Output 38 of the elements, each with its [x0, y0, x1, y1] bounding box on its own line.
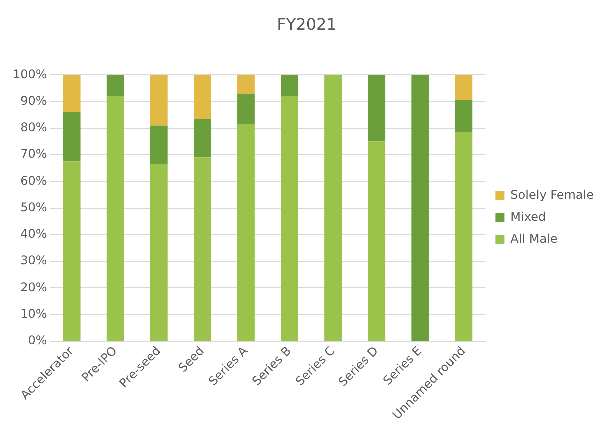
bar — [194, 158, 212, 341]
bar — [238, 94, 255, 124]
bar — [150, 126, 168, 164]
bar — [281, 75, 298, 96]
bar — [238, 75, 255, 94]
y-tick-label: 60% — [20, 174, 48, 188]
y-tick-label: 30% — [20, 254, 48, 268]
y-tick-label: 80% — [20, 120, 48, 135]
bar — [106, 96, 124, 341]
bar — [150, 164, 168, 341]
chart-title: FY2021 — [277, 14, 337, 34]
legend-label: Solely Female — [510, 188, 594, 202]
bar — [324, 75, 342, 341]
y-tick-label: 40% — [20, 227, 48, 242]
bar — [150, 75, 168, 126]
y-tick-label: 70% — [20, 147, 48, 162]
bar — [455, 100, 473, 132]
legend-label: All Male — [510, 232, 558, 246]
bar — [194, 75, 212, 120]
y-tick-label: 20% — [20, 280, 48, 294]
bar — [238, 124, 255, 341]
bar — [281, 96, 298, 341]
bar — [368, 142, 386, 341]
y-tick-label: 0% — [28, 334, 48, 348]
bar — [412, 75, 430, 341]
bar — [63, 162, 81, 341]
y-tick-label: 50% — [20, 200, 48, 214]
bar — [455, 132, 473, 341]
bar — [63, 75, 81, 112]
bar — [106, 75, 124, 96]
y-tick-label: 90% — [20, 94, 48, 108]
bar — [368, 75, 386, 142]
bar — [63, 112, 81, 162]
y-tick-label: 100% — [12, 67, 48, 82]
bar — [194, 119, 212, 158]
legend-label: Mixed — [510, 210, 546, 224]
bar — [455, 75, 473, 100]
y-tick-label: 10% — [20, 306, 48, 321]
